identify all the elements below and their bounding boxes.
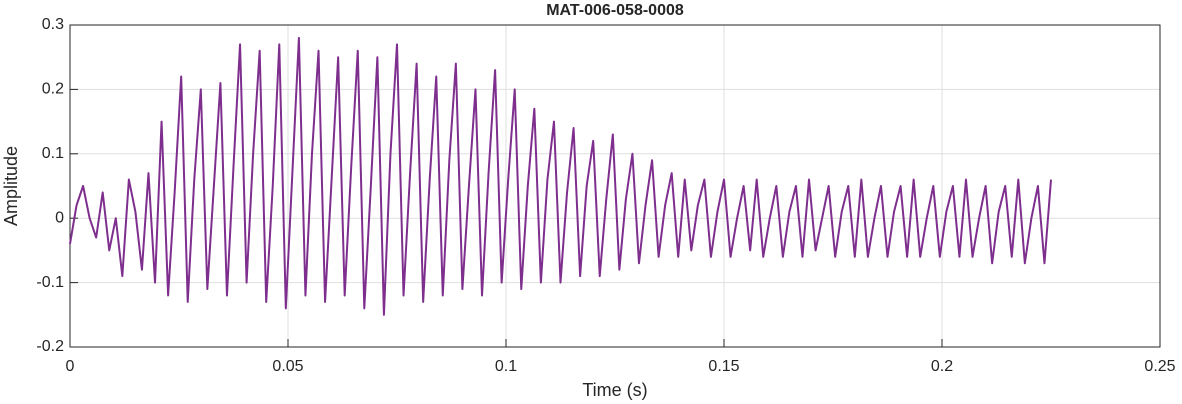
y-tick-label: 0 xyxy=(55,209,64,226)
chart-title: MAT-006-058-0008 xyxy=(546,2,684,19)
x-tick-label: 0.2 xyxy=(931,358,953,375)
y-tick-label: 0.2 xyxy=(42,81,64,98)
axes-frame xyxy=(69,24,1161,348)
waveform xyxy=(69,36,1052,316)
x-axis-label: Time (s) xyxy=(582,380,647,400)
y-tick-label: -0.2 xyxy=(36,338,64,355)
x-tick-label: 0.15 xyxy=(708,358,739,375)
x-tick-label: 0 xyxy=(66,358,75,375)
y-tick-label: 0.1 xyxy=(42,145,64,162)
x-tick-label: 0.05 xyxy=(272,358,303,375)
y-tick-label: 0.3 xyxy=(42,16,64,33)
y-axis-label: Amplitude xyxy=(1,146,21,226)
x-tick-label: 0.25 xyxy=(1144,358,1175,375)
x-tick-label: 0.1 xyxy=(495,358,517,375)
y-tick-label: -0.1 xyxy=(36,274,64,291)
